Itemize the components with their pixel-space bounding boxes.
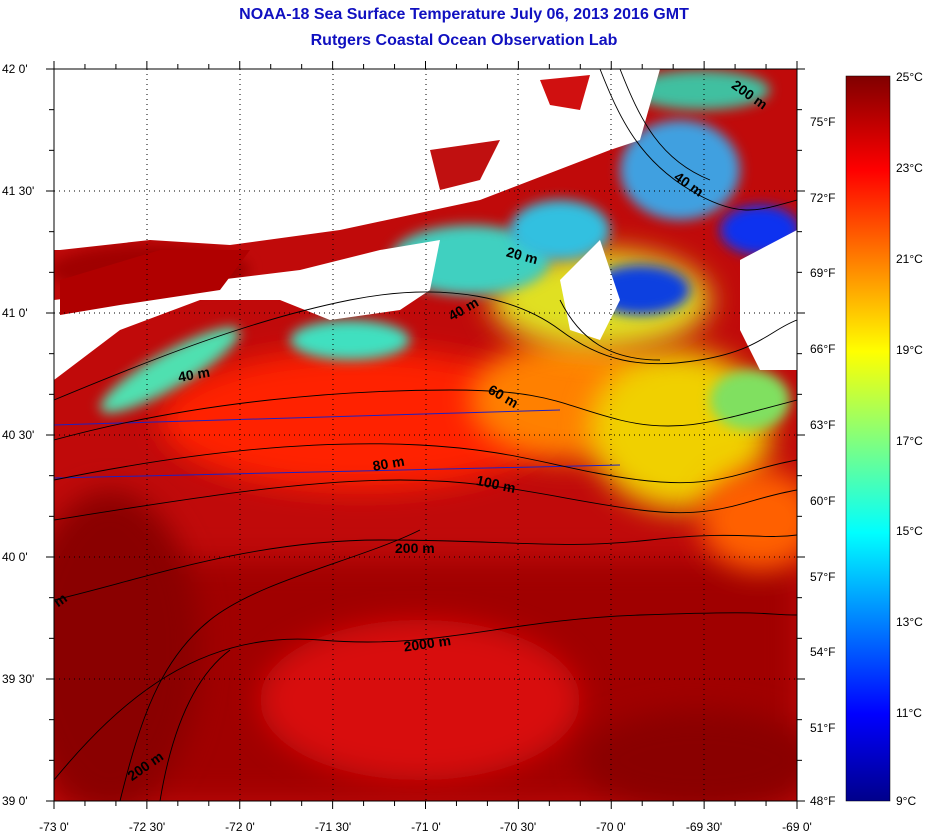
c-label: 19°C (896, 343, 923, 357)
c-label: 9°C (896, 794, 917, 808)
f-label: 60°F (810, 494, 836, 508)
lat-label: 39 0' (2, 794, 28, 808)
lat-label: 39 30' (2, 672, 35, 686)
lon-label: -70 0' (596, 820, 626, 834)
lat-label: 40 30' (2, 428, 35, 442)
lon-label: -72 30' (128, 820, 166, 834)
f-label: 66°F (810, 342, 836, 356)
f-label: 72°F (810, 191, 836, 205)
lat-label: 42 0' (2, 62, 28, 76)
f-label: 51°F (810, 721, 836, 735)
c-label: 21°C (896, 252, 923, 266)
c-label: 17°C (896, 434, 923, 448)
contour-label: 200 m (395, 540, 435, 556)
contour-label: 40 m (177, 364, 211, 385)
f-label: 69°F (810, 266, 836, 280)
contour-label: 80 m (371, 453, 405, 474)
f-label: 54°F (810, 645, 836, 659)
f-label: 75°F (810, 115, 836, 129)
lat-label: 41 0' (2, 306, 28, 320)
track-line (54, 464, 621, 479)
track-line (54, 409, 561, 426)
c-label: 25°C (896, 70, 923, 84)
lon-label: -71 0' (411, 820, 441, 834)
bathymetry-contours (54, 69, 797, 801)
lat-label: 40 0' (2, 550, 28, 564)
c-label: 23°C (896, 161, 923, 175)
f-label: 48°F (810, 794, 836, 808)
f-label: 63°F (810, 418, 836, 432)
c-label: 15°C (896, 524, 923, 538)
colorbar (845, 75, 891, 802)
title-line2: Rutgers Coastal Ocean Observation Lab (310, 32, 618, 49)
c-label: 13°C (896, 615, 923, 629)
lon-label: -73 0' (39, 820, 69, 834)
lon-label: -71 30' (314, 820, 352, 834)
lon-label: -69 0' (782, 820, 812, 834)
c-label: 11°C (896, 706, 922, 720)
graticule (54, 69, 797, 801)
f-label: 57°F (810, 570, 836, 584)
contour-label: 2000 m (403, 632, 452, 654)
lon-label: -69 30' (685, 820, 723, 834)
lon-label: -72 0' (225, 820, 255, 834)
lon-label: -70 30' (499, 820, 537, 834)
lat-label: 41 30' (2, 184, 35, 198)
axis-ticks (46, 61, 805, 809)
title-line1: NOAA-18 Sea Surface Temperature July 06,… (239, 6, 689, 23)
contour-label: 20 m (505, 244, 540, 268)
sst-field: 200 m 40 m 20 m 40 m 40 m 60 m 80 m 100 … (54, 69, 797, 801)
